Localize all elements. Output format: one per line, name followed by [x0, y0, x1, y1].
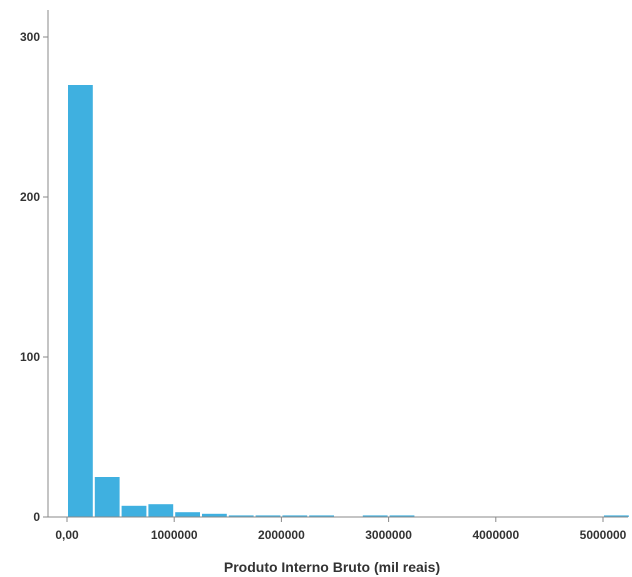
x-tick-label: 2000000 — [258, 528, 305, 542]
y-tick-label: 0 — [33, 510, 40, 524]
histogram-bar — [604, 515, 629, 517]
y-tick-group: 0 100 200 300 — [20, 30, 48, 524]
x-axis-title: Produto Interno Bruto (mil reais) — [224, 559, 440, 575]
histogram-bar — [282, 515, 308, 517]
histogram-bar — [228, 515, 254, 517]
histogram-bar — [175, 512, 200, 517]
x-tick-group: 0,00 1000000 2000000 3000000 4000000 5000000 — [55, 517, 627, 542]
histogram-bar — [148, 504, 174, 517]
histogram-bar — [309, 515, 334, 517]
x-tick-label: 5000000 — [580, 528, 627, 542]
histogram-bar — [94, 477, 120, 517]
histogram-bar — [202, 513, 227, 517]
histogram-bar — [121, 505, 147, 517]
y-tick-label: 300 — [20, 30, 40, 44]
histogram-bar — [389, 515, 415, 517]
x-tick-label: 1000000 — [151, 528, 198, 542]
histogram-bar — [362, 515, 388, 517]
x-tick-label: 3000000 — [365, 528, 412, 542]
x-tick-label: 4000000 — [472, 528, 519, 542]
histogram-bar — [68, 85, 93, 517]
x-tick-label: 0,00 — [55, 528, 79, 542]
histogram-bars — [68, 85, 629, 517]
y-tick-label: 200 — [20, 190, 40, 204]
histogram-bar — [255, 515, 281, 517]
y-tick-label: 100 — [20, 350, 40, 364]
